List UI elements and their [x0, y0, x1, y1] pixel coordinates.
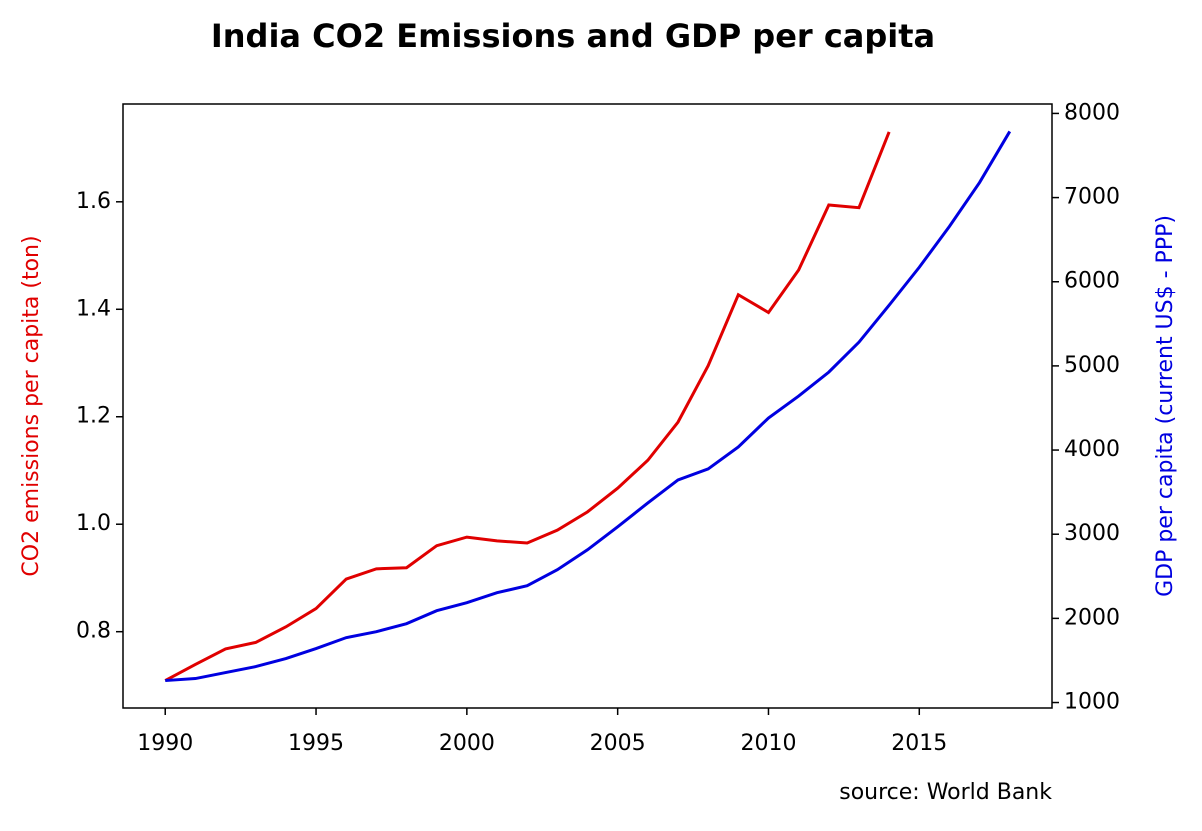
y2-tick-label: 2000	[1064, 605, 1120, 630]
y-tick-label: 0.8	[76, 619, 111, 644]
y2-tick-label: 1000	[1064, 690, 1120, 715]
source-note: source: World Bank	[839, 780, 1052, 805]
x-tick-label: 2015	[891, 731, 947, 756]
y-tick-label: 1.2	[76, 404, 111, 429]
y-tick-label: 1.0	[76, 511, 111, 536]
x-tick-label: 1990	[137, 731, 193, 756]
y2-tick-label: 8000	[1064, 100, 1120, 125]
x-tick-label: 2000	[439, 731, 495, 756]
y-axis-label: CO2 emissions per capita (ton)	[19, 235, 44, 576]
plot-frame	[122, 103, 1053, 709]
y-tick-label: 1.6	[76, 189, 111, 214]
x-tick-label: 2005	[590, 731, 646, 756]
x-tick-label: 1995	[288, 731, 344, 756]
y2-tick-label: 7000	[1064, 185, 1120, 210]
data-line	[165, 130, 1012, 683]
y2-tick-label: 6000	[1064, 269, 1120, 294]
chart-title: India CO2 Emissions and GDP per capita	[211, 17, 935, 55]
y2-tick-label: 3000	[1064, 521, 1120, 546]
y-tick-label: 1.4	[76, 296, 111, 321]
data-line	[164, 131, 891, 682]
x-tick-label: 2010	[740, 731, 796, 756]
y2-axis-label: GDP per capita (current US$ - PPP)	[1153, 215, 1178, 597]
y2-tick-label: 4000	[1064, 437, 1120, 462]
y2-tick-label: 5000	[1064, 353, 1120, 378]
